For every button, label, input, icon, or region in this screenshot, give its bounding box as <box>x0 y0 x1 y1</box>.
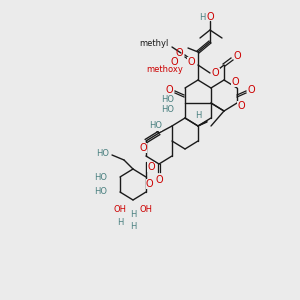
Text: O: O <box>248 85 256 95</box>
Text: O: O <box>140 143 147 153</box>
Text: H: H <box>130 210 136 219</box>
Text: H: H <box>117 218 123 227</box>
Text: HO: HO <box>161 106 174 115</box>
Text: O: O <box>170 57 178 67</box>
Text: O: O <box>206 12 214 22</box>
Text: O: O <box>147 162 154 172</box>
Text: HO: HO <box>161 95 174 104</box>
Text: H: H <box>130 222 136 231</box>
Text: methyl: methyl <box>140 40 169 49</box>
Text: O: O <box>212 68 220 78</box>
Text: HO: HO <box>94 188 107 196</box>
Text: O: O <box>146 179 154 189</box>
Text: H: H <box>199 13 205 22</box>
Text: HO: HO <box>149 122 162 130</box>
Text: HO: HO <box>96 148 109 158</box>
Text: HO: HO <box>94 172 107 182</box>
Text: OH: OH <box>113 205 127 214</box>
Text: O: O <box>188 57 195 67</box>
Text: O: O <box>237 101 244 111</box>
Text: OH: OH <box>140 205 152 214</box>
Text: H: H <box>195 110 201 119</box>
Text: methoxy: methoxy <box>146 65 183 74</box>
Text: O: O <box>165 85 173 95</box>
Text: O: O <box>155 175 163 185</box>
Text: O: O <box>234 51 242 61</box>
Text: O: O <box>176 48 183 58</box>
Text: O: O <box>231 77 238 87</box>
